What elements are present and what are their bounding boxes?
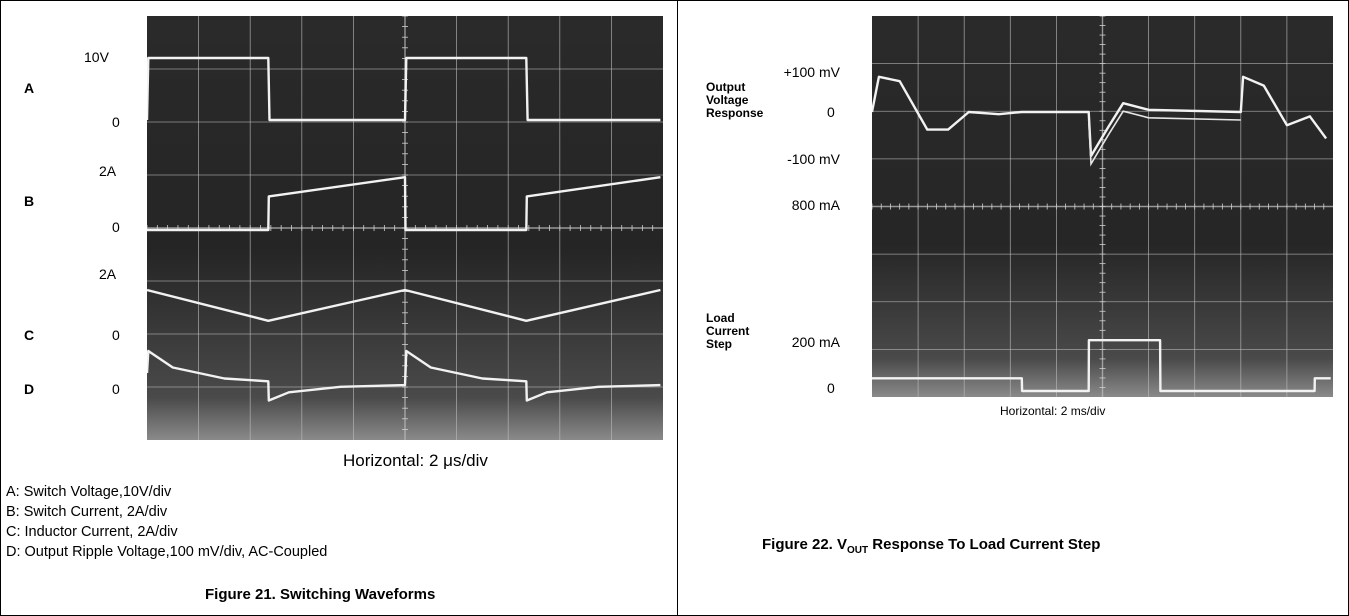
level-label-a-0: 0 [112, 114, 120, 130]
horizontal-scale-fig21: Horizontal: 2 μs/div [343, 451, 488, 470]
caption-suffix: Response To Load Current Step [868, 536, 1101, 553]
level-label-800ma: 800 mA [791, 197, 840, 213]
signal-label-output-voltage: Output Voltage Response [706, 80, 764, 120]
legend-item-c: C: Inductor Current, 2A/div [6, 524, 178, 540]
horizontal-scale-fig22: Horizontal: 2 ms/div [1000, 404, 1106, 418]
trace-line-output-voltage-echo [1087, 110, 1241, 167]
legend-item-b: B: Switch Current, 2A/div [6, 504, 168, 520]
level-label-0ma: 0 [827, 380, 835, 396]
oscilloscope-screen-fig21 [147, 16, 663, 440]
legend-item-d: D: Output Ripple Voltage,100 mV/div, AC-… [6, 544, 328, 560]
figure-21-caption: Figure 21. Switching Waveforms [205, 586, 436, 603]
level-label-c-2a: 2A [99, 266, 117, 282]
trace-letter-b: B [24, 193, 35, 209]
trace-line-a [147, 56, 661, 122]
trace-line-load-current [872, 339, 1331, 393]
caption-subscript: OUT [847, 545, 869, 556]
figure-22-caption: Figure 22. VOUT Response To Load Current… [762, 536, 1100, 556]
level-label-plus-100mv: +100 mV [783, 64, 840, 80]
scope-plot-fig22 [872, 16, 1333, 397]
level-label-b-2a: 2A [99, 163, 117, 179]
level-label-b-0: 0 [112, 219, 120, 235]
figure-divider [677, 0, 678, 616]
level-label-a-10v: 10V [84, 49, 109, 65]
level-label-minus-100mv: -100 mV [787, 151, 840, 167]
scope-traces [872, 75, 1331, 393]
scope-traces [147, 56, 661, 402]
signal-label-load-current: Load Current Step [706, 311, 750, 351]
trace-legend: A: Switch Voltage,10V/div B: Switch Curr… [6, 482, 327, 562]
scope-plot-fig21 [147, 16, 663, 440]
legend-item-a: A: Switch Voltage,10V/div [6, 484, 172, 500]
trace-letter-c: C [24, 327, 35, 343]
trace-letter-a: A [24, 80, 35, 96]
trace-letter-d: D [24, 381, 35, 397]
level-label-200ma: 200 mA [791, 334, 840, 350]
level-label-0mv: 0 [827, 104, 835, 120]
scope-grid [872, 16, 1333, 397]
trace-line-b [147, 176, 661, 232]
trace-line-d [147, 349, 661, 402]
trace-line-c [147, 288, 661, 322]
caption-prefix: Figure 22. V [762, 536, 848, 553]
level-label-d-0: 0 [112, 381, 120, 397]
level-label-c-0: 0 [112, 327, 120, 343]
oscilloscope-screen-fig22 [872, 16, 1333, 397]
